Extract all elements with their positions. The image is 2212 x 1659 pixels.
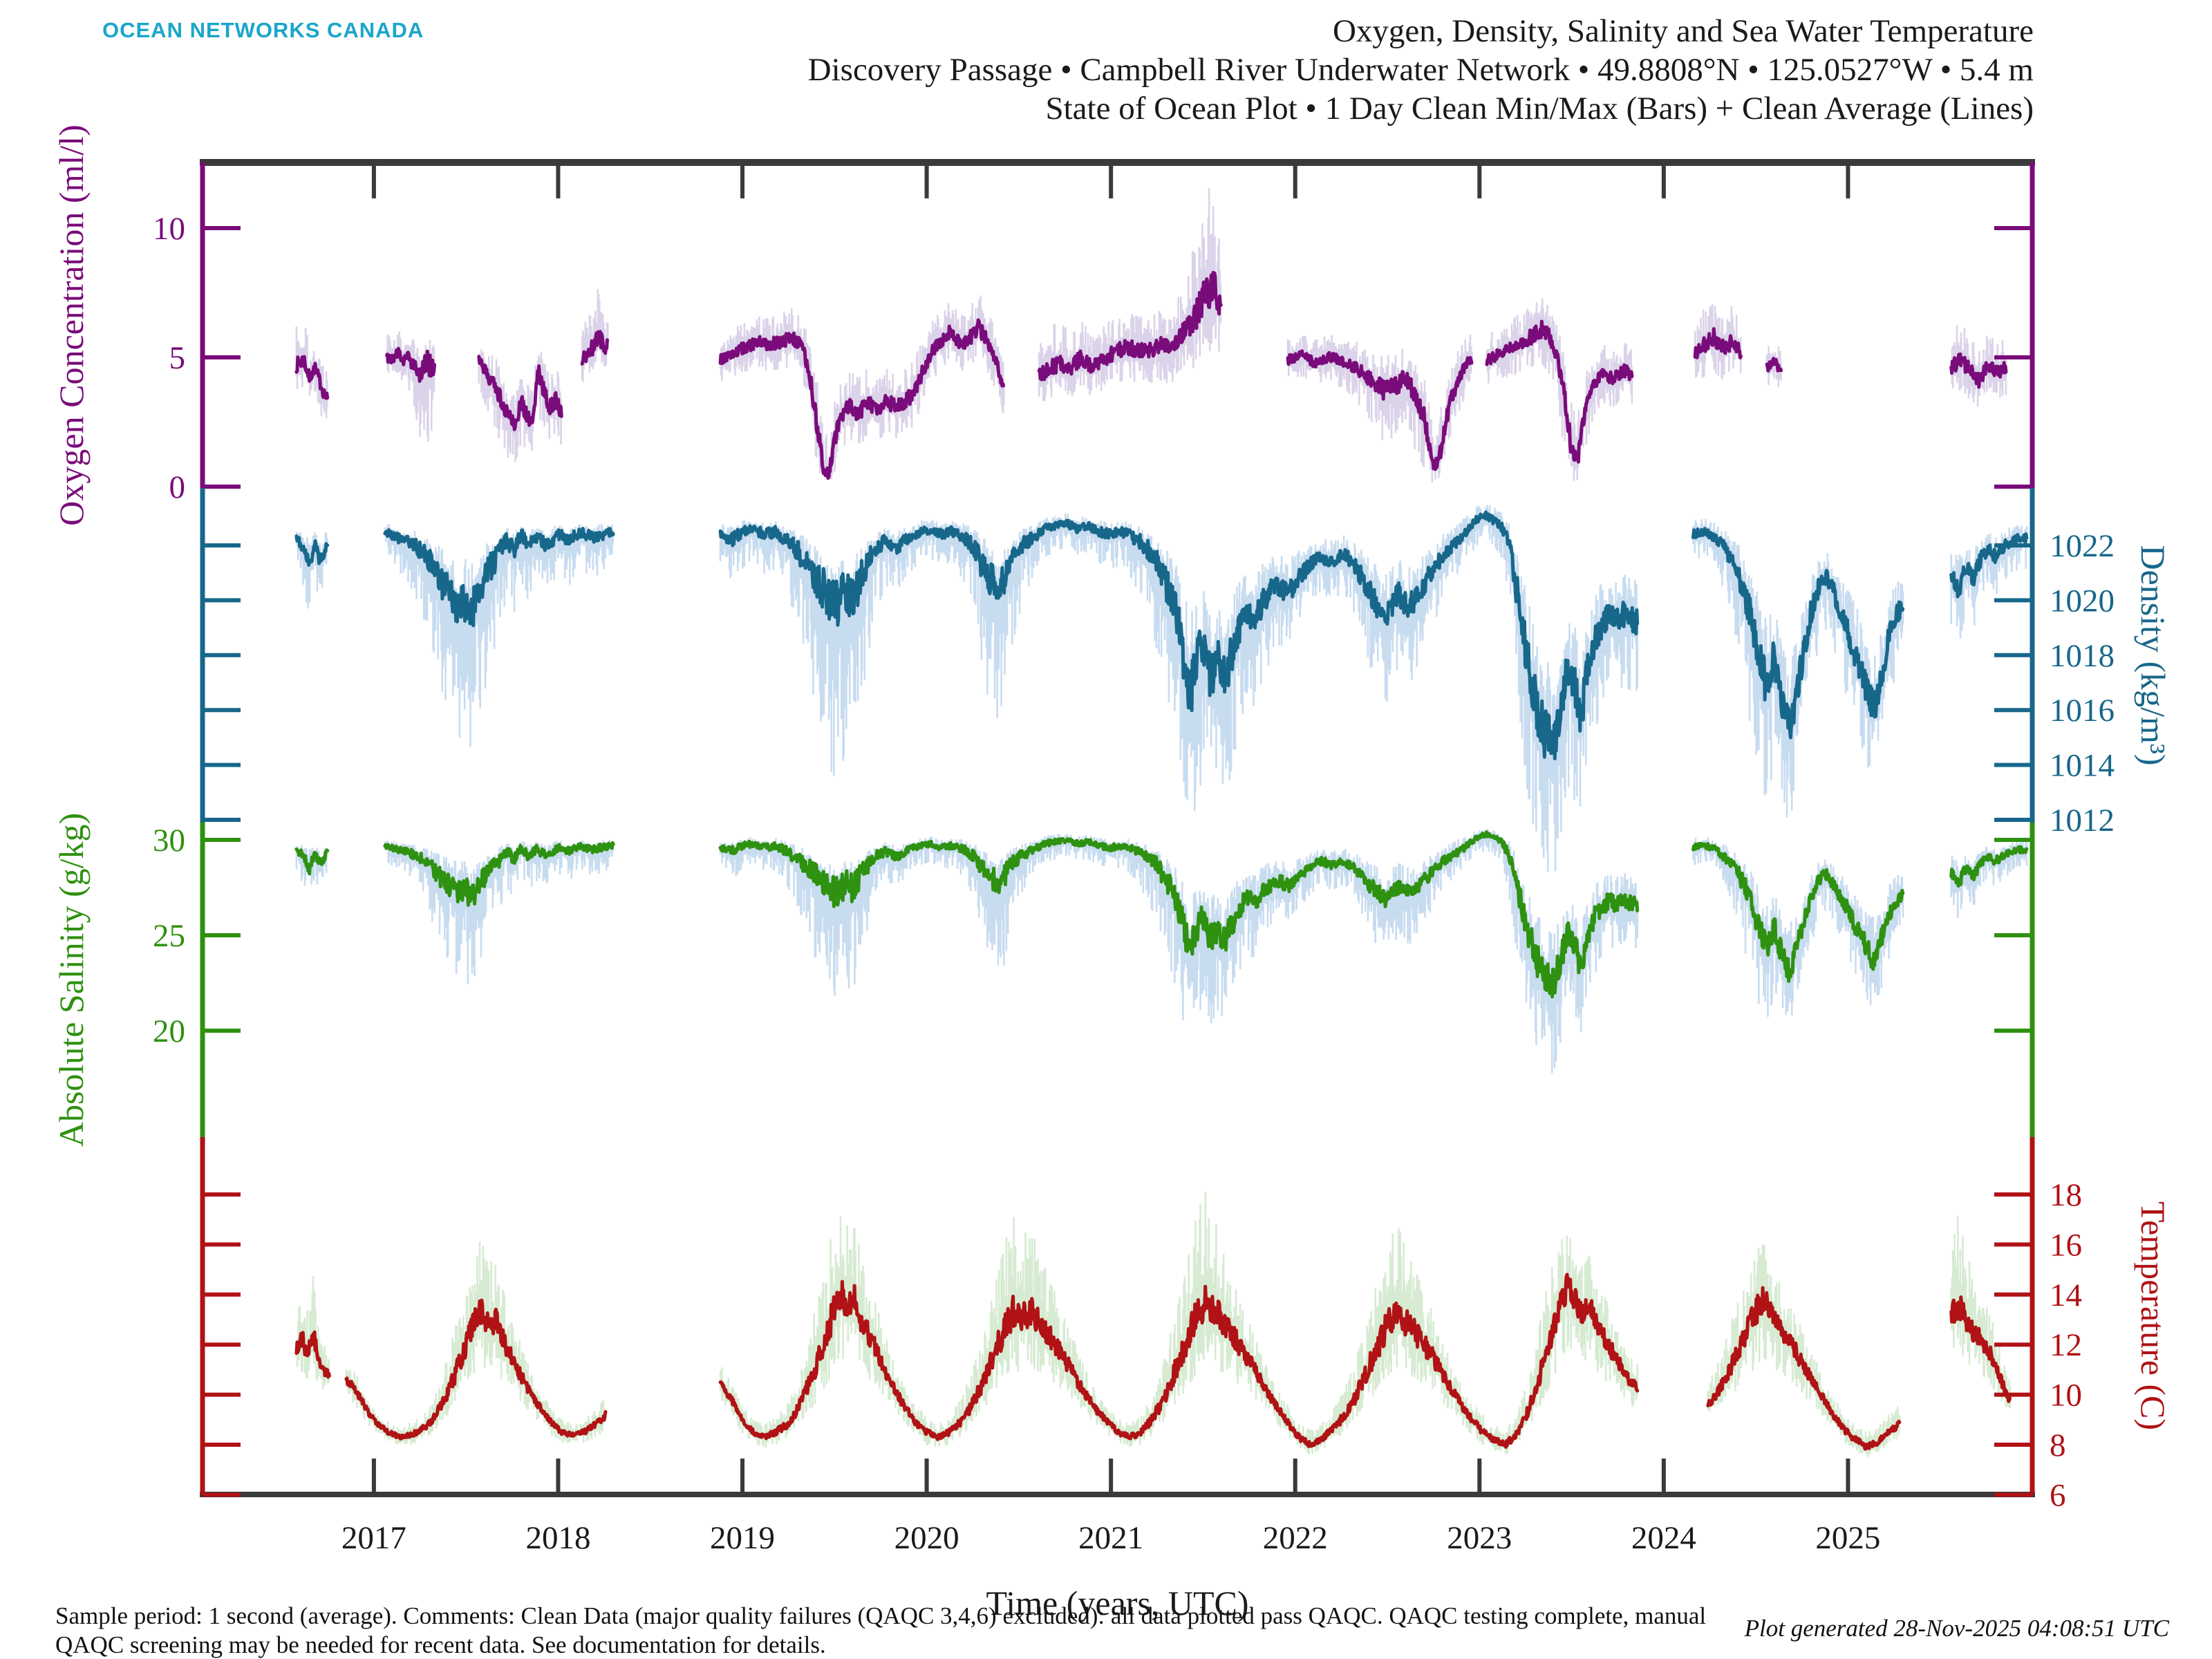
plot-generated-timestamp: Plot generated 28-Nov-2025 04:08:51 UTC: [1744, 1615, 2169, 1642]
salinity-axis: 30 25 20 Absolute Salinity (g/kg): [52, 813, 2035, 1147]
plot-title-line-2: Discovery Passage • Campbell River Under…: [807, 52, 2034, 88]
temperature-tick-label: 12: [2050, 1327, 2082, 1363]
density-axis: 1022 1020 1018 1016 1014 1012 Density (kg/m³): [200, 488, 2173, 838]
x-tick-label: 2018: [525, 1520, 590, 1556]
density-tick-label: 1016: [2050, 693, 2115, 729]
density-tick-label: 1020: [2050, 583, 2115, 619]
temperature-tick-label: 10: [2050, 1378, 2082, 1414]
oxygen-average-line: [294, 270, 2008, 480]
density-tick-label: 1012: [2050, 803, 2115, 838]
x-axis: 2017 2018 2019 2020 2021 2022 2023 2024 2025 Time…: [341, 162, 1880, 1622]
plot-title-line-1: Oxygen, Density, Salinity and Sea Water …: [1332, 13, 2034, 49]
x-tick-label: 2025: [1815, 1520, 1880, 1556]
temperature-tick-label: 8: [2050, 1427, 2066, 1463]
temperature-tick-label: 18: [2050, 1177, 2082, 1213]
plot-title-line-3: State of Ocean Plot • 1 Day Clean Min/Ma…: [1045, 91, 2034, 126]
x-axis-title: Time (years, UTC): [986, 1584, 1248, 1622]
x-tick-label: 2023: [1447, 1520, 1512, 1556]
density-tick-label: 1014: [2050, 748, 2115, 784]
salinity-average-line: [294, 830, 2029, 999]
qaqc-note-line-2: QAQC screening may be needed for recent …: [55, 1631, 826, 1658]
density-axis-title: Density (kg/m³): [2134, 545, 2173, 765]
oxygen-axis-title: Oxygen Concentration (ml/l): [52, 124, 91, 525]
density-average-line: [294, 510, 2029, 760]
temperature-tick-label: 14: [2050, 1277, 2082, 1313]
temperature-tick-label: 6: [2050, 1477, 2066, 1513]
ocean-networks-canada-logo: OCEAN NETWORKS CANADA: [102, 18, 424, 42]
average-lines: [294, 270, 2029, 1451]
temperature-average-line: [294, 1273, 2012, 1451]
density-tick-label: 1018: [2050, 638, 2115, 674]
salinity-tick-label: 25: [153, 918, 185, 954]
x-tick-label: 2021: [1078, 1520, 1143, 1556]
x-tick-label: 2019: [710, 1520, 775, 1556]
plot-frame: [200, 159, 2035, 1497]
x-tick-label: 2024: [1631, 1520, 1696, 1556]
salinity-tick-label: 30: [153, 823, 185, 859]
temperature-tick-label: 16: [2050, 1227, 2082, 1263]
oxygen-band: [295, 188, 2007, 482]
qaqc-note-line-1: Sample period: 1 second (average). Comme…: [55, 1602, 1707, 1629]
x-tick-label: 2020: [894, 1520, 959, 1556]
oxygen-tick-label: 5: [169, 340, 186, 376]
x-tick-label: 2022: [1263, 1520, 1328, 1556]
density-tick-label: 1022: [2050, 528, 2115, 564]
salinity-axis-title: Absolute Salinity (g/kg): [52, 813, 91, 1147]
temperature-axis-title: Temperature (C): [2134, 1201, 2173, 1430]
oxygen-axis: 10 5 0 Oxygen Concentration (ml/l): [52, 124, 2035, 526]
temperature-axis: 18 16 14 12 10 8 6 Temperature (C): [200, 1137, 2173, 1513]
minmax-bands: [295, 188, 2028, 1457]
salinity-tick-label: 20: [153, 1013, 185, 1049]
oxygen-tick-label: 0: [169, 469, 186, 505]
x-tick-label: 2017: [341, 1520, 406, 1556]
oxygen-tick-label: 10: [153, 211, 185, 247]
